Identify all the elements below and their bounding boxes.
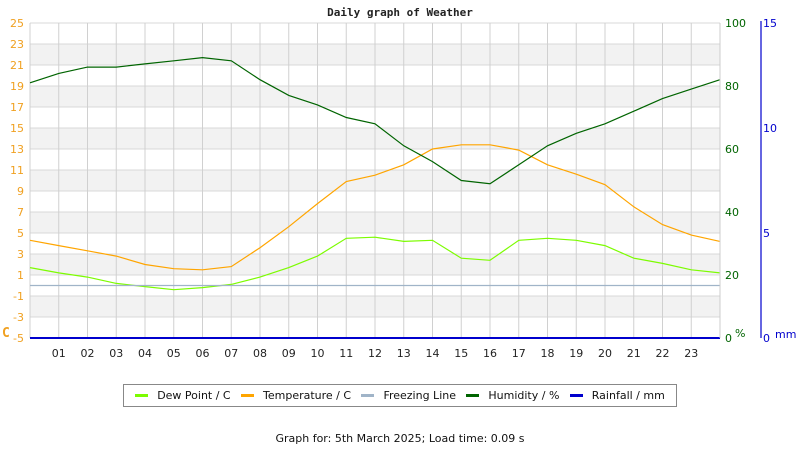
- svg-text:25: 25: [10, 17, 24, 30]
- svg-text:20: 20: [598, 347, 612, 360]
- svg-text:22: 22: [656, 347, 670, 360]
- legend-item-rainfall: Rainfall / mm: [569, 389, 665, 402]
- chart-title: Daily graph of Weather: [327, 6, 473, 19]
- svg-text:-5: -5: [13, 332, 24, 345]
- weather-chart: 252321191715131197531-1-3-5C100806040200…: [2, 17, 796, 360]
- humidity-swatch-icon: [466, 394, 480, 397]
- svg-text:80: 80: [725, 80, 739, 93]
- svg-text:C: C: [2, 326, 10, 341]
- svg-text:10: 10: [311, 347, 325, 360]
- svg-text:06: 06: [196, 347, 210, 360]
- svg-text:11: 11: [10, 164, 24, 177]
- legend-item-humidity: Humidity / %: [466, 389, 559, 402]
- freezing-line-swatch-icon: [361, 394, 375, 397]
- legend-item-freezing-line: Freezing Line: [361, 389, 456, 402]
- legend: Dew Point / C Temperature / C Freezing L…: [123, 384, 677, 407]
- svg-text:7: 7: [17, 206, 24, 219]
- svg-text:10: 10: [763, 122, 777, 135]
- svg-text:mm: mm: [775, 328, 796, 341]
- svg-text:19: 19: [569, 347, 583, 360]
- svg-text:03: 03: [109, 347, 123, 360]
- svg-text:16: 16: [483, 347, 497, 360]
- svg-text:100: 100: [725, 17, 746, 30]
- svg-text:21: 21: [627, 347, 641, 360]
- svg-text:1: 1: [17, 269, 24, 282]
- legend-label: Dew Point / C: [157, 389, 231, 402]
- svg-text:13: 13: [397, 347, 411, 360]
- svg-text:11: 11: [339, 347, 353, 360]
- svg-text:5: 5: [763, 227, 770, 240]
- svg-text:3: 3: [17, 248, 24, 261]
- svg-text:23: 23: [684, 347, 698, 360]
- svg-text:5: 5: [17, 227, 24, 240]
- svg-text:0: 0: [763, 332, 770, 345]
- svg-text:08: 08: [253, 347, 267, 360]
- legend-label: Freezing Line: [383, 389, 456, 402]
- svg-text:0: 0: [725, 332, 732, 345]
- svg-text:17: 17: [512, 347, 526, 360]
- temperature-swatch-icon: [241, 394, 254, 397]
- svg-text:17: 17: [10, 101, 24, 114]
- svg-text:02: 02: [81, 347, 95, 360]
- svg-text:07: 07: [224, 347, 238, 360]
- legend-item-dew-point: Dew Point / C: [135, 389, 231, 402]
- svg-text:05: 05: [167, 347, 181, 360]
- svg-text:12: 12: [368, 347, 382, 360]
- svg-text:01: 01: [52, 347, 66, 360]
- svg-text:14: 14: [426, 347, 440, 360]
- dew-point-swatch-icon: [135, 394, 149, 397]
- legend-label: Temperature / C: [263, 389, 352, 402]
- legend-label: Humidity / %: [488, 389, 560, 402]
- svg-text:18: 18: [541, 347, 555, 360]
- svg-text:21: 21: [10, 59, 24, 72]
- svg-text:15: 15: [10, 122, 24, 135]
- svg-text:23: 23: [10, 38, 24, 51]
- svg-text:19: 19: [10, 80, 24, 93]
- svg-text:40: 40: [725, 206, 739, 219]
- svg-text:-1: -1: [13, 290, 24, 303]
- svg-text:15: 15: [763, 17, 777, 30]
- dew-point-c-line: [29, 236, 721, 291]
- svg-text:15: 15: [454, 347, 468, 360]
- svg-text:-3: -3: [13, 311, 24, 324]
- data-series: [29, 56, 721, 339]
- humidity-line: [29, 56, 721, 185]
- graph-footer: Graph for: 5th March 2025; Load time: 0.…: [275, 432, 525, 445]
- svg-text:20: 20: [725, 269, 739, 282]
- axes: 252321191715131197531-1-3-5C100806040200…: [2, 17, 796, 360]
- svg-text:9: 9: [17, 185, 24, 198]
- svg-text:09: 09: [282, 347, 296, 360]
- rainfall-swatch-icon: [569, 394, 583, 397]
- legend-label: Rainfall / mm: [591, 389, 665, 402]
- svg-text:13: 13: [10, 143, 24, 156]
- svg-text:60: 60: [725, 143, 739, 156]
- legend-item-temperature: Temperature / C: [241, 389, 351, 402]
- temperature-c-line: [29, 144, 721, 271]
- svg-text:%: %: [735, 327, 745, 340]
- svg-text:04: 04: [138, 347, 152, 360]
